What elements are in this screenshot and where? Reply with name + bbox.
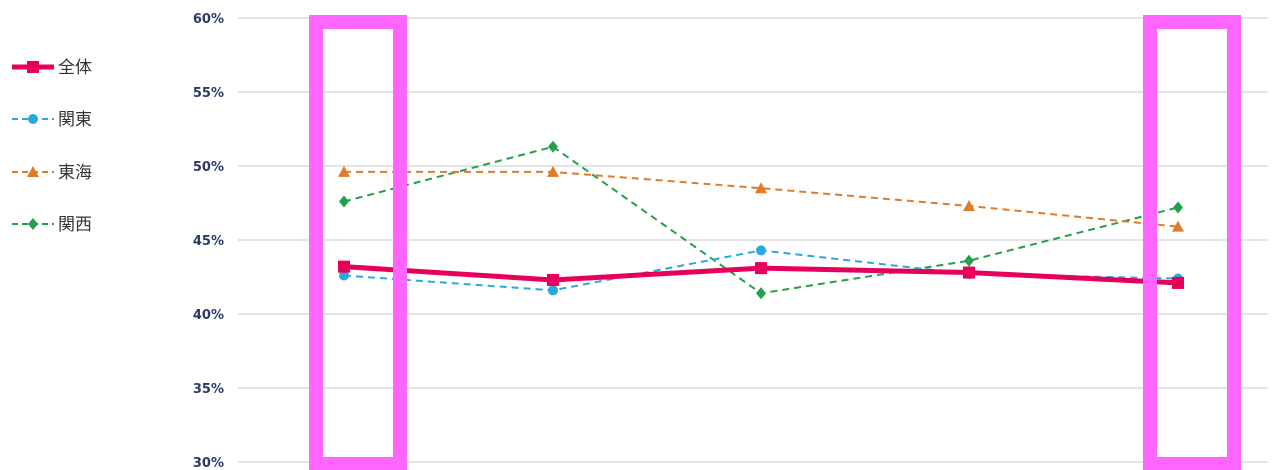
data-point <box>964 254 974 267</box>
data-point <box>548 285 558 296</box>
y-tick-label: 40% <box>193 308 224 323</box>
data-point <box>756 287 766 300</box>
data-point <box>548 140 558 153</box>
data-point <box>339 270 349 281</box>
legend-marker <box>28 114 38 124</box>
y-tick-label: 55% <box>193 86 224 101</box>
series-lines <box>338 140 1184 300</box>
legend-marker <box>27 166 39 177</box>
data-point <box>1172 220 1184 232</box>
y-tick-label: 50% <box>193 160 224 175</box>
y-tick-label: 45% <box>193 234 224 249</box>
series-0 <box>338 260 1184 289</box>
highlight-box <box>1143 15 1241 470</box>
legend-item: 東海 <box>12 163 92 183</box>
y-tick-label: 60% <box>193 12 224 27</box>
y-tick-label: 30% <box>193 456 224 470</box>
legend-item: 全体 <box>12 58 92 78</box>
data-point <box>547 273 559 286</box>
data-point <box>338 165 350 177</box>
legend-marker <box>27 61 39 73</box>
data-point <box>339 195 349 208</box>
data-point <box>756 245 766 256</box>
data-point <box>338 260 350 273</box>
legend-label: 関西 <box>58 215 92 235</box>
data-point <box>755 182 767 194</box>
legend-item: 関西 <box>12 215 92 235</box>
legend-label: 関東 <box>58 110 92 130</box>
series-2 <box>338 165 1184 232</box>
highlight-box <box>309 15 407 470</box>
gridlines <box>238 17 1268 463</box>
data-point <box>963 199 975 211</box>
legend-item: 関東 <box>12 110 92 130</box>
data-point <box>1173 201 1183 214</box>
data-point <box>963 266 975 279</box>
data-point <box>547 165 559 177</box>
y-tick-label: 35% <box>193 382 224 397</box>
series-3 <box>339 140 1183 300</box>
data-point <box>755 262 767 275</box>
data-point <box>1172 276 1184 289</box>
y-axis: 60% 55% 50% 45% 40% 35% 30% <box>193 12 224 470</box>
legend-label: 全体 <box>58 58 92 78</box>
legend-label: 東海 <box>58 163 92 183</box>
legend-marker <box>28 218 38 230</box>
highlight-boxes <box>309 15 1241 470</box>
series-line <box>344 170 1179 228</box>
